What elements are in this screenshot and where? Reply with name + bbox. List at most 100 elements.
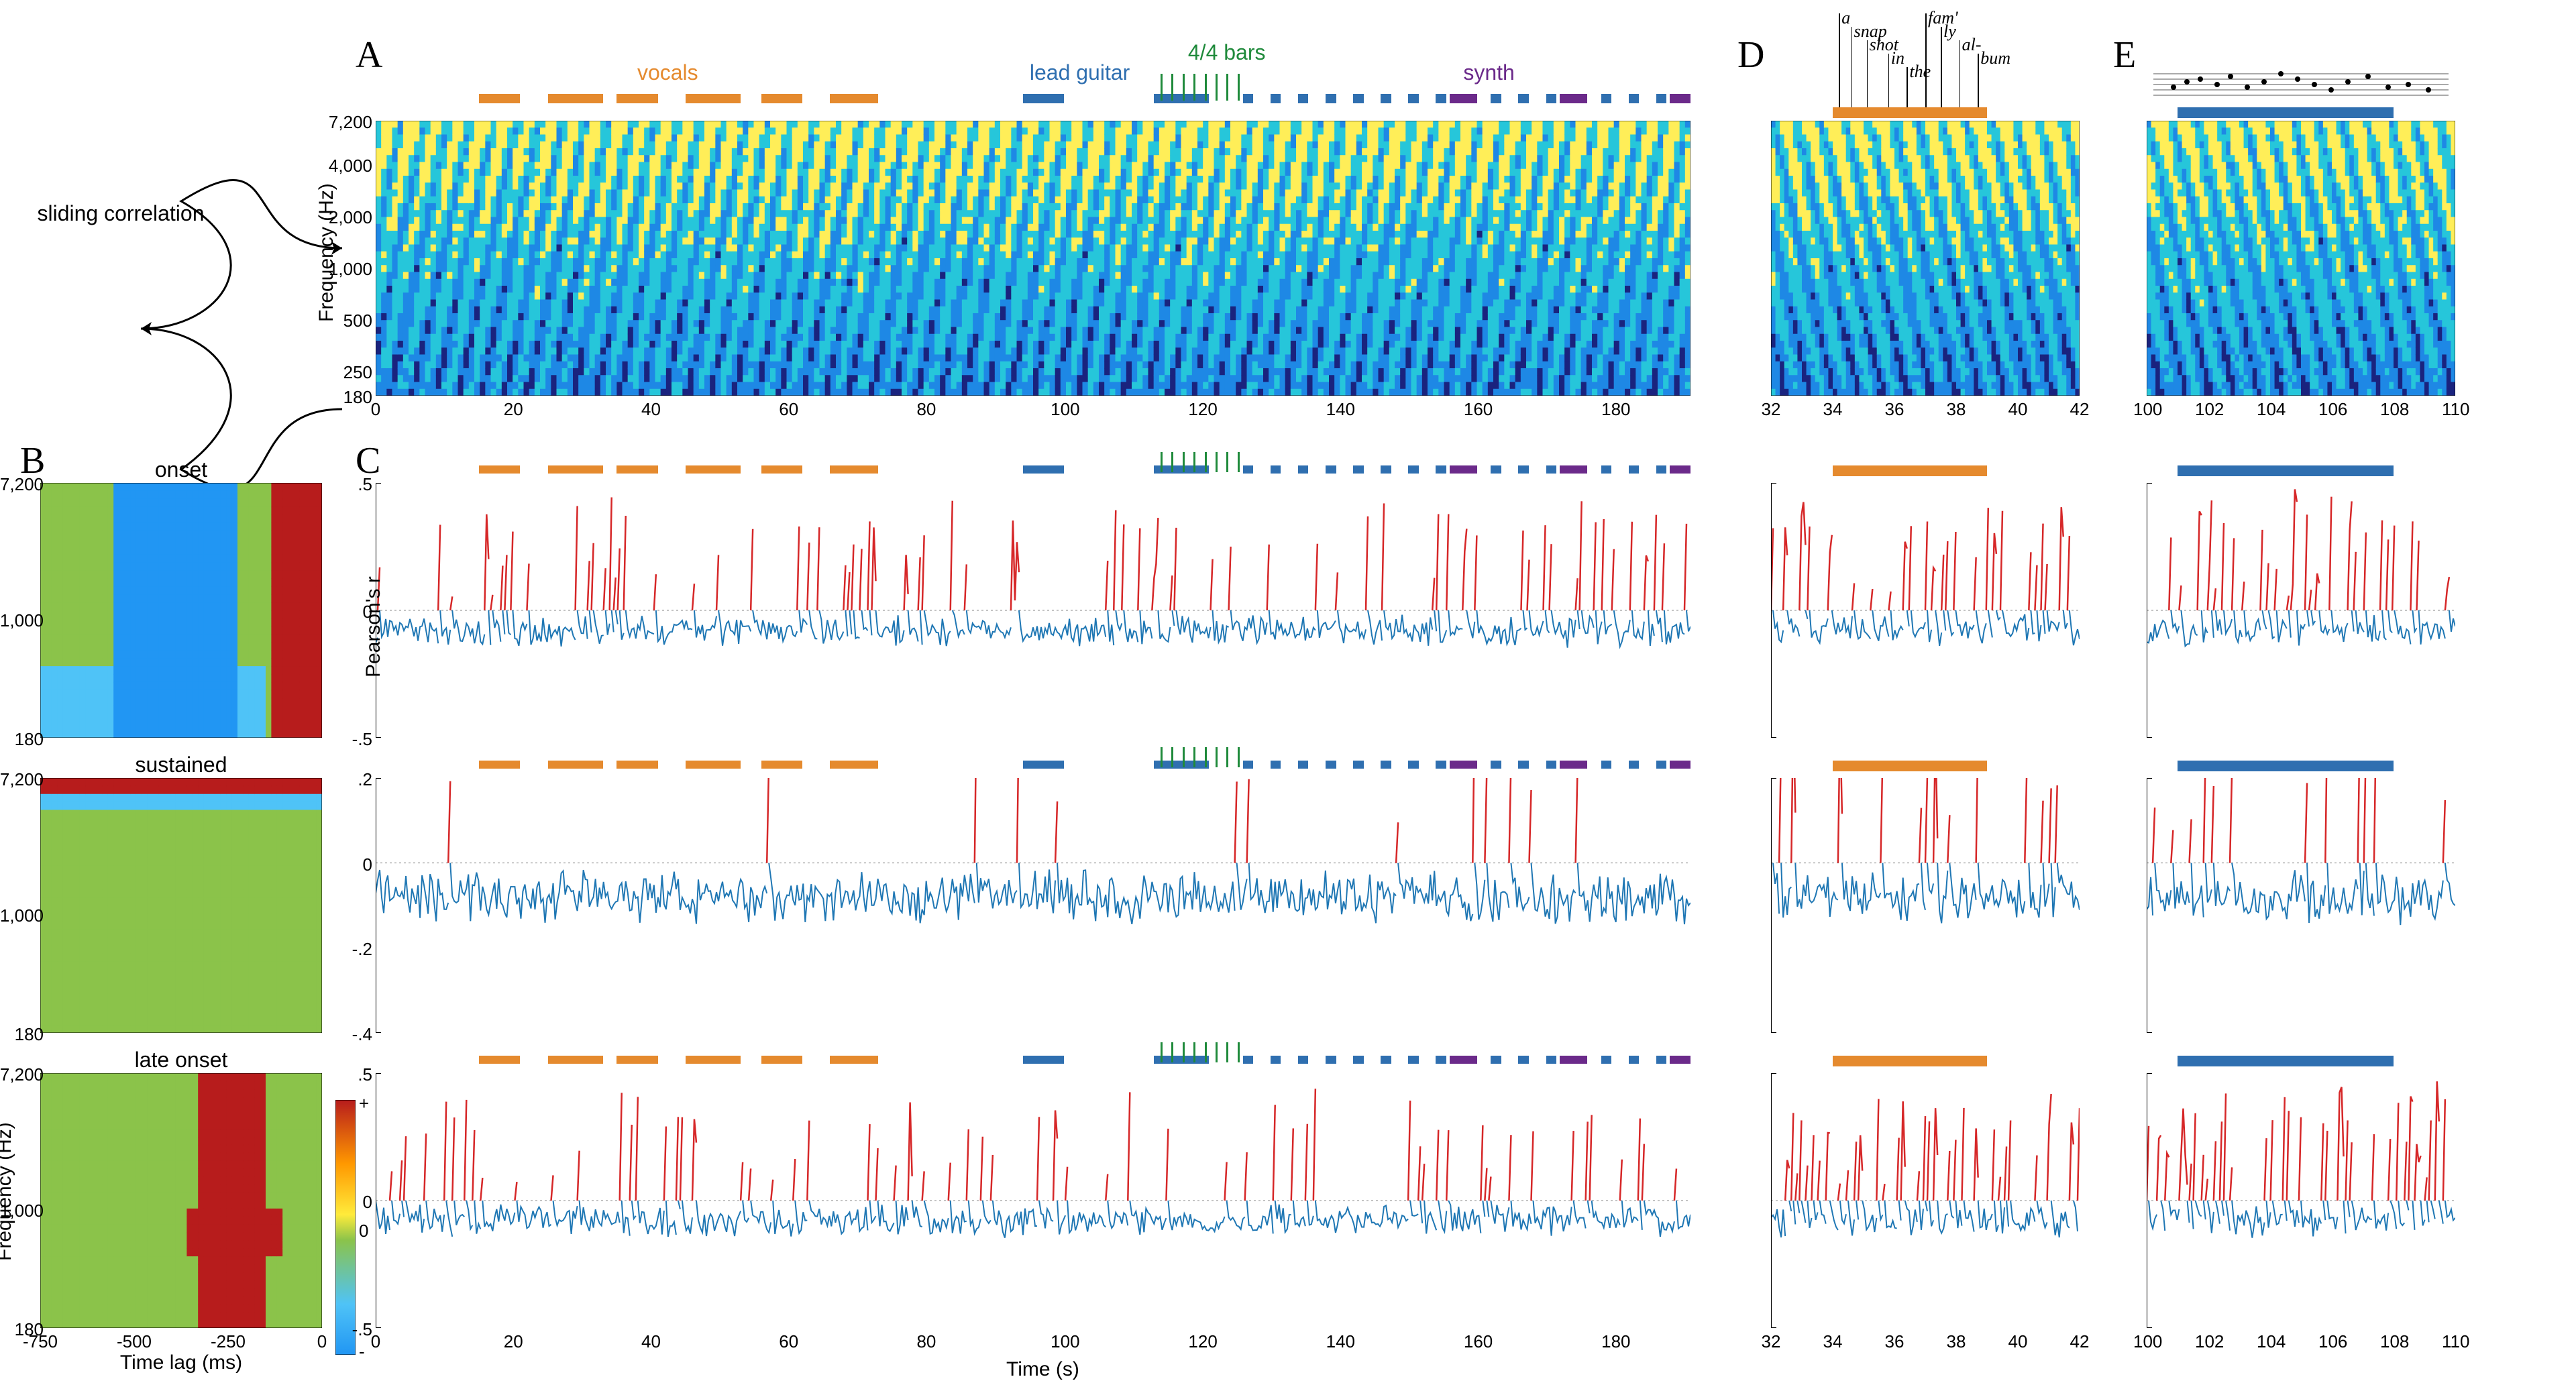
strf-colorbar: +0- <box>335 1100 356 1355</box>
annot-segment <box>1833 761 1987 771</box>
freq-tick: 1,000 <box>0 905 44 926</box>
corr-trace <box>1771 778 2080 1033</box>
time-tick: 80 <box>913 1331 940 1352</box>
annot-segment <box>2178 1056 2394 1066</box>
time-tick: 108 <box>2380 399 2407 420</box>
time-tick: 108 <box>2380 1331 2407 1352</box>
guitar-segment <box>1271 1056 1281 1064</box>
vocal-segment <box>548 94 603 103</box>
strf-heatmap <box>40 483 322 738</box>
corr-tick: .5 <box>342 1064 372 1085</box>
guitar-segment <box>1491 1056 1501 1064</box>
bar-tick <box>1238 452 1240 472</box>
time-tick: 32 <box>1758 1331 1784 1352</box>
vocal-segment <box>761 94 803 103</box>
vocal-segment <box>686 1056 741 1064</box>
guitar-segment <box>1546 465 1556 474</box>
guitar-segment <box>1326 465 1336 474</box>
guitar-segment <box>1298 1056 1308 1064</box>
annot-segment <box>2178 761 2394 771</box>
freq-tick: 7,200 <box>0 474 44 495</box>
corr-trace <box>1771 483 2080 738</box>
time-tick: 180 <box>1601 399 1628 420</box>
time-tick: 0 <box>362 399 389 420</box>
annot-segment <box>1833 1056 1987 1066</box>
lag-tick: -500 <box>114 1331 154 1352</box>
time-tick: 32 <box>1758 399 1784 420</box>
guitar-segment <box>1656 465 1666 474</box>
bar-tick <box>1161 452 1163 472</box>
guitar-segment <box>1629 1056 1639 1064</box>
bar-tick <box>1171 74 1173 101</box>
guitar-segment <box>1243 1056 1253 1064</box>
bar-tick <box>1183 74 1185 101</box>
time-tick: 20 <box>500 1331 527 1352</box>
vocal-segment <box>548 1056 603 1064</box>
freq-tick: 7,200 <box>315 112 372 133</box>
corr-trace <box>2147 483 2455 738</box>
synth-segment <box>1670 465 1690 474</box>
annot-row-a: vocalslead guitar4/4 barssynth <box>376 60 1690 117</box>
synth-segment <box>1450 465 1477 474</box>
word-annot-d: asnapshotinthefam'lyal-bum <box>1771 0 2080 121</box>
guitar-segment <box>1656 1056 1666 1064</box>
time-tick: 0 <box>362 1331 389 1352</box>
bar-tick <box>1238 74 1240 101</box>
bar-tick <box>1171 747 1173 767</box>
time-axis-label-c: Time (s) <box>1006 1358 1079 1381</box>
guitar-segment <box>1518 1056 1528 1064</box>
pearson-axis-label: Pearson's r <box>362 576 385 677</box>
synth-segment <box>1450 761 1477 769</box>
freq-tick: 250 <box>315 362 372 383</box>
bar-tick <box>1183 1042 1185 1062</box>
annot-segment <box>2178 465 2394 476</box>
vocal-segment <box>616 465 658 474</box>
guitar-segment <box>1298 94 1308 103</box>
time-ticks-e: 100102104106108110 <box>2147 399 2455 419</box>
panel-label-e: E <box>2113 34 2136 76</box>
vocal-segment <box>616 94 658 103</box>
freq-ticks-a: 1802505001,0002,0004,0007,200 <box>315 121 372 396</box>
guitar-segment <box>1491 465 1501 474</box>
bar-tick <box>1226 1042 1228 1062</box>
guitar-segment <box>1353 1056 1363 1064</box>
word-label: ly <box>1943 21 1956 42</box>
vocal-segment <box>616 761 658 769</box>
guitar-segment <box>1518 94 1528 103</box>
word-label: bum <box>1980 48 2010 68</box>
corr-trace <box>1771 1073 2080 1328</box>
time-ticks-d: 323436384042 <box>1771 399 2080 419</box>
guitar-segment <box>1436 761 1446 769</box>
guitar-segment <box>1408 761 1418 769</box>
bar-tick <box>1216 1042 1218 1062</box>
time-tick: 100 <box>1051 1331 1077 1352</box>
corr-tick: -.4 <box>342 1024 372 1045</box>
bar-tick <box>1193 747 1195 767</box>
bar-tick <box>1161 74 1163 101</box>
guitar-segment <box>1326 1056 1336 1064</box>
freq-tick: 2,000 <box>315 207 372 228</box>
guitar-segment <box>1381 761 1391 769</box>
guitar-segment <box>1271 465 1281 474</box>
guitar-segment <box>1023 94 1065 103</box>
bar-tick <box>1193 74 1195 101</box>
vocals-label: vocals <box>637 60 698 85</box>
bar-tick <box>1238 747 1240 767</box>
guitar-label: lead guitar <box>1030 60 1130 85</box>
guitar-segment <box>1298 761 1308 769</box>
guitar-segment <box>1601 1056 1611 1064</box>
word-stem <box>1907 67 1908 107</box>
bar-tick <box>1171 1042 1173 1062</box>
panel-label-d: D <box>1737 34 1764 76</box>
guitar-segment <box>1436 1056 1446 1064</box>
guitar-segment <box>1243 465 1253 474</box>
synth-segment <box>1670 94 1690 103</box>
vocal-segment <box>761 465 803 474</box>
guitar-segment <box>1436 94 1446 103</box>
guitar-segment <box>1518 465 1528 474</box>
synth-segment <box>1670 1056 1690 1064</box>
corr-trace: .50-.5 <box>376 1073 1690 1328</box>
bar-tick <box>1205 1042 1207 1062</box>
corr-tick: -.5 <box>342 729 372 750</box>
bar-tick <box>1226 747 1228 767</box>
